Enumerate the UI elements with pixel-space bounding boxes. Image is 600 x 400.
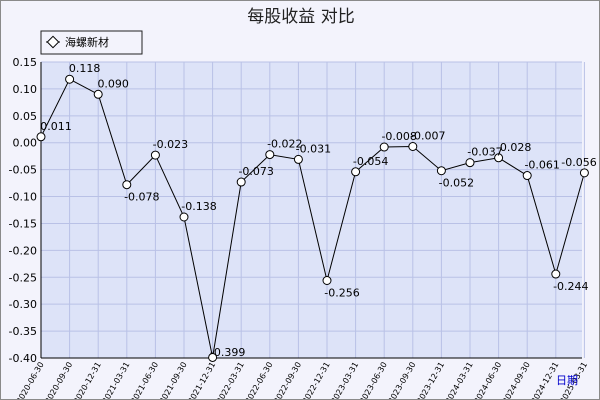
x-tick-label: 2022-12-31 [301, 361, 332, 400]
data-point-marker [36, 132, 46, 142]
data-label: -0.054 [353, 155, 388, 168]
data-label: -0.028 [496, 141, 531, 154]
x-tick-label: 2022-09-30 [272, 361, 303, 400]
x-tick-label: 2021-03-31 [100, 361, 131, 400]
data-label: -0.056 [561, 156, 596, 169]
y-tick-label: 0.15 [13, 56, 38, 69]
data-point-marker [522, 171, 532, 181]
x-axis: 2020-06-302020-09-302020-12-312021-03-31… [15, 357, 589, 400]
y-tick-label: -0.20 [9, 244, 37, 257]
data-label: -0.052 [439, 177, 474, 190]
x-tick-label: 2024-06-30 [472, 360, 503, 399]
plot-area [41, 62, 582, 358]
y-tick-label: 0.10 [13, 83, 38, 96]
data-label: 0.090 [97, 77, 129, 90]
data-point-marker [265, 150, 275, 160]
x-tick-label: 2021-12-31 [186, 361, 217, 400]
data-label: 0.011 [40, 120, 72, 133]
y-tick-label: -0.35 [9, 325, 37, 338]
data-point-marker [322, 276, 332, 286]
x-tick-label: 2023-03-31 [329, 361, 360, 400]
legend-box [40, 30, 143, 55]
data-point-marker [93, 89, 103, 99]
legend: 海螺新材 [40, 30, 143, 55]
data-point-marker [150, 150, 160, 160]
x-tick-label: 2020-06-30 [15, 361, 46, 400]
x-tick-label: 2020-12-31 [72, 361, 103, 400]
x-tick-label: 2022-06-30 [243, 361, 274, 400]
x-tick-label: 2020-09-30 [43, 361, 74, 400]
series-markers [36, 74, 589, 362]
x-axis-label: 日期 [556, 374, 578, 387]
data-label: -0.073 [238, 165, 273, 178]
data-point-marker [379, 142, 389, 152]
x-tick-label: 2022-03-31 [215, 361, 246, 400]
data-label: -0.008 [381, 130, 416, 143]
data-label: -0.007 [410, 129, 445, 142]
data-label: -0.061 [524, 159, 559, 172]
data-point-marker [179, 212, 189, 222]
data-point-marker [208, 352, 218, 362]
data-point-marker [236, 177, 246, 187]
data-point-marker [465, 158, 475, 168]
x-tick-label: 2021-09-30 [158, 361, 189, 400]
data-point-marker [436, 166, 446, 176]
y-tick-label: -0.30 [9, 298, 37, 311]
legend-marker-icon [46, 35, 60, 49]
y-tick-label: -0.15 [9, 217, 37, 230]
data-label: -0.399 [210, 346, 245, 359]
x-tick-label: 2023-12-31 [415, 361, 446, 400]
x-tick-label: 2023-09-30 [386, 361, 417, 400]
data-labels: 0.011 0.118 0.090 -0.078 -0.023 -0.138 -0.399 -… [40, 62, 596, 359]
data-label: -0.023 [153, 138, 188, 151]
x-tick-label: 2021-06-30 [129, 361, 160, 400]
y-tick-label: 0.05 [13, 110, 38, 123]
data-point-marker [65, 74, 75, 84]
data-label: -0.138 [181, 200, 216, 213]
data-label: -0.256 [324, 287, 359, 300]
data-label: -0.022 [267, 138, 302, 151]
data-point-marker [494, 153, 504, 163]
data-label: -0.078 [124, 191, 159, 204]
data-point-marker [579, 168, 589, 178]
y-axis: 0.15 0.10 0.05 0.00 -0.05 -0.10 -0.15 -0.20 -0.2… [9, 56, 42, 365]
data-label: 0.118 [69, 62, 101, 75]
data-point-marker [122, 180, 132, 190]
series-line [40, 78, 585, 358]
data-label: -0.031 [296, 142, 331, 155]
data-point-marker [351, 167, 361, 177]
x-tick-label: 2024-09-30 [501, 361, 532, 400]
y-tick-label: 0.00 [13, 137, 38, 150]
x-tick-label: 2024-03-31 [444, 361, 475, 400]
data-label: -0.244 [553, 280, 588, 293]
y-tick-label: -0.10 [9, 191, 37, 204]
chart-title: 每股收益 对比 [247, 7, 354, 27]
data-point-marker [408, 141, 418, 151]
legend-label: 海螺新材 [65, 35, 109, 49]
y-tick-label: -0.40 [9, 352, 37, 365]
y-tick-label: -0.05 [9, 164, 37, 177]
data-label: -0.037 [467, 146, 502, 159]
data-point-marker [293, 154, 303, 164]
data-point-marker [551, 269, 561, 279]
x-tick-label: 2023-06-30 [358, 361, 389, 400]
y-tick-label: -0.25 [9, 271, 37, 284]
